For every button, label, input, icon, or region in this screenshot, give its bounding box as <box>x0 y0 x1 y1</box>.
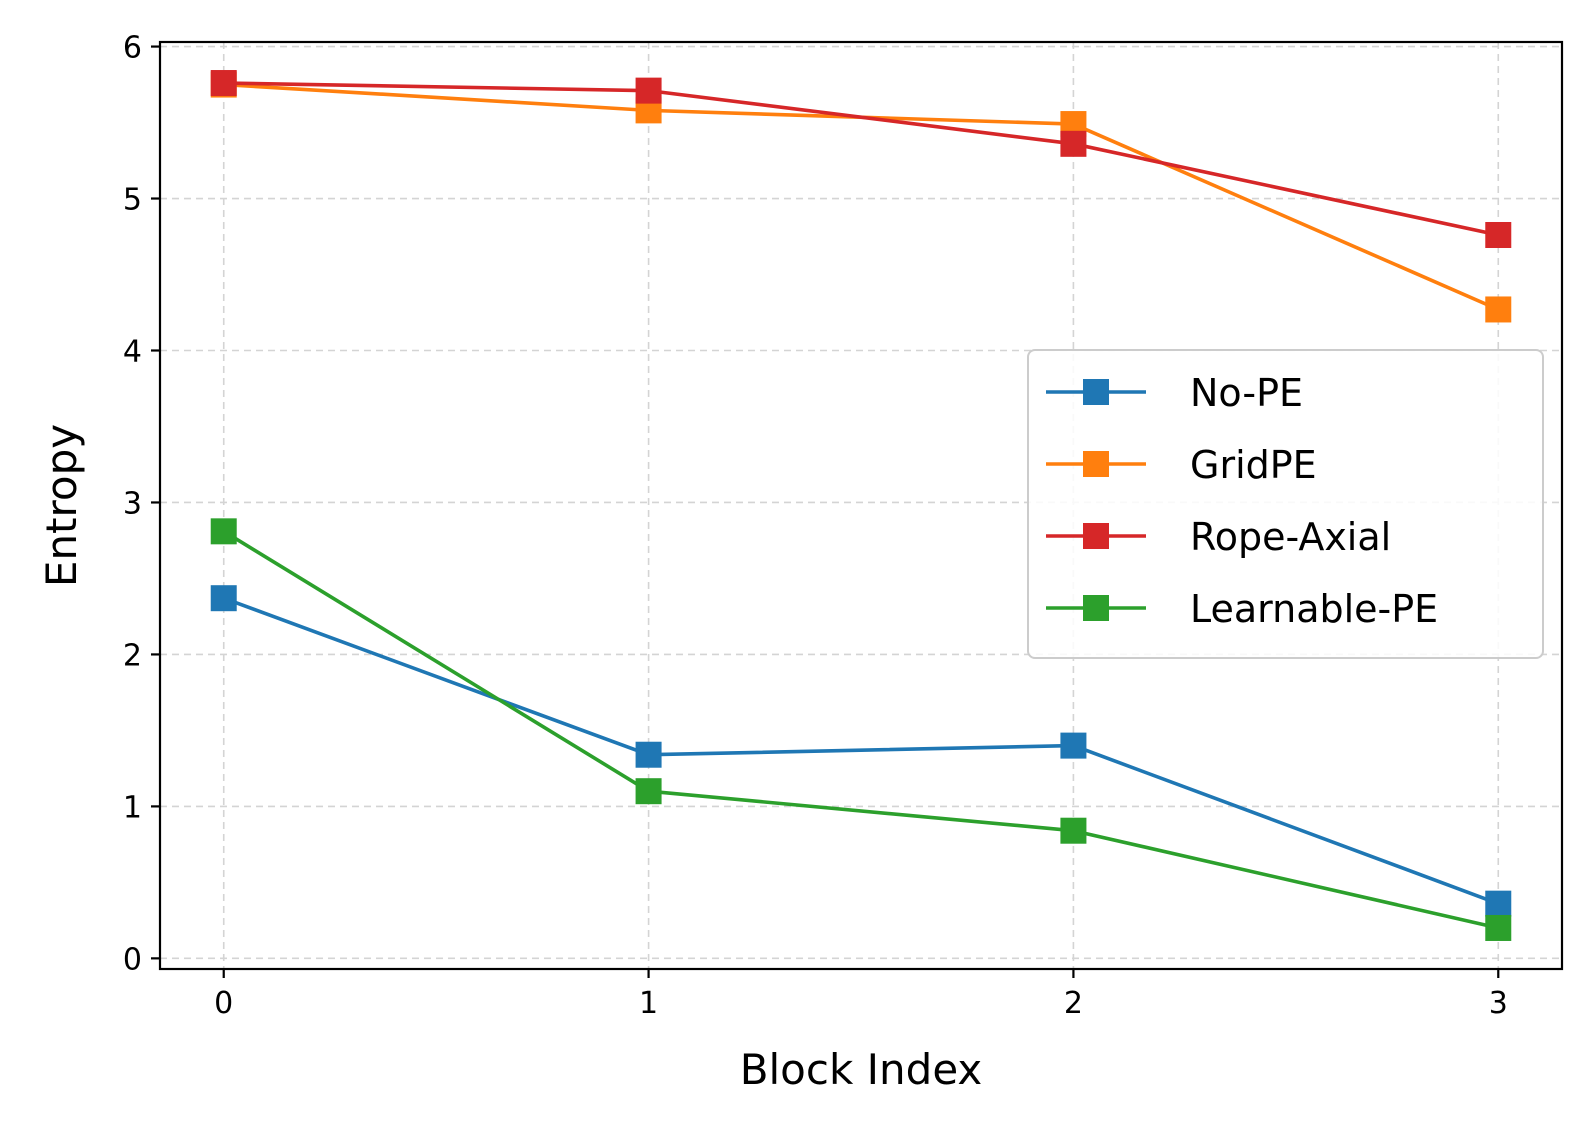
legend-label: GridPE <box>1190 443 1317 487</box>
legend-item: Learnable-PE <box>1046 587 1438 631</box>
series-line <box>222 529 1499 930</box>
legend-marker <box>1083 523 1109 549</box>
y-tick-label: 3 <box>123 486 142 521</box>
legend-item: Rope-Axial <box>1046 515 1391 559</box>
legend-label: Learnable-PE <box>1190 587 1438 631</box>
ticks: 0 1 2 3 0 1 2 3 4 5 6 <box>123 31 1508 1021</box>
y-tick-label: 6 <box>123 31 142 66</box>
legend-label: Rope-Axial <box>1190 515 1391 559</box>
legend-item: No-PE <box>1046 371 1303 415</box>
legend-frame <box>1027 349 1544 659</box>
x-tick-label: 3 <box>1489 986 1508 1021</box>
data-point <box>1060 732 1087 759</box>
data-point <box>1060 817 1087 844</box>
series-learnable-pe <box>210 518 1512 941</box>
data-point <box>210 70 237 97</box>
data-point <box>1060 130 1087 157</box>
data-point <box>210 585 237 612</box>
x-tick-label: 0 <box>214 986 233 1021</box>
series-layer <box>210 70 1512 941</box>
data-point <box>1485 914 1512 941</box>
y-tick-label: 2 <box>123 638 142 673</box>
data-point <box>635 778 662 805</box>
series-line <box>223 596 1499 906</box>
legend-marker <box>1083 379 1109 405</box>
series-no-pe <box>210 585 1512 917</box>
legend: No-PE GridPE Rope-Axial Learnable-PE <box>1027 349 1544 659</box>
data-point <box>635 741 662 768</box>
data-point <box>635 77 662 104</box>
x-tick-label: 2 <box>1064 986 1083 1021</box>
legend-marker <box>1083 451 1109 477</box>
data-point <box>1485 890 1512 917</box>
series-rope-axial <box>210 70 1512 248</box>
y-tick-label: 1 <box>123 790 142 825</box>
y-tick-label: 0 <box>123 942 142 977</box>
data-point <box>1485 296 1512 323</box>
data-point <box>210 518 237 545</box>
plot-frame <box>158 40 1564 971</box>
x-tick-label: 1 <box>639 986 658 1021</box>
y-tick-label: 5 <box>123 183 142 218</box>
x-axis-title: Block Index <box>740 1045 983 1094</box>
y-axis-title: Entropy <box>37 424 86 587</box>
legend-label: No-PE <box>1190 371 1303 415</box>
series-line <box>223 81 1499 237</box>
data-point <box>1485 221 1512 248</box>
y-tick-label: 4 <box>123 334 142 369</box>
legend-item: GridPE <box>1046 443 1317 487</box>
legend-marker <box>1083 595 1109 621</box>
